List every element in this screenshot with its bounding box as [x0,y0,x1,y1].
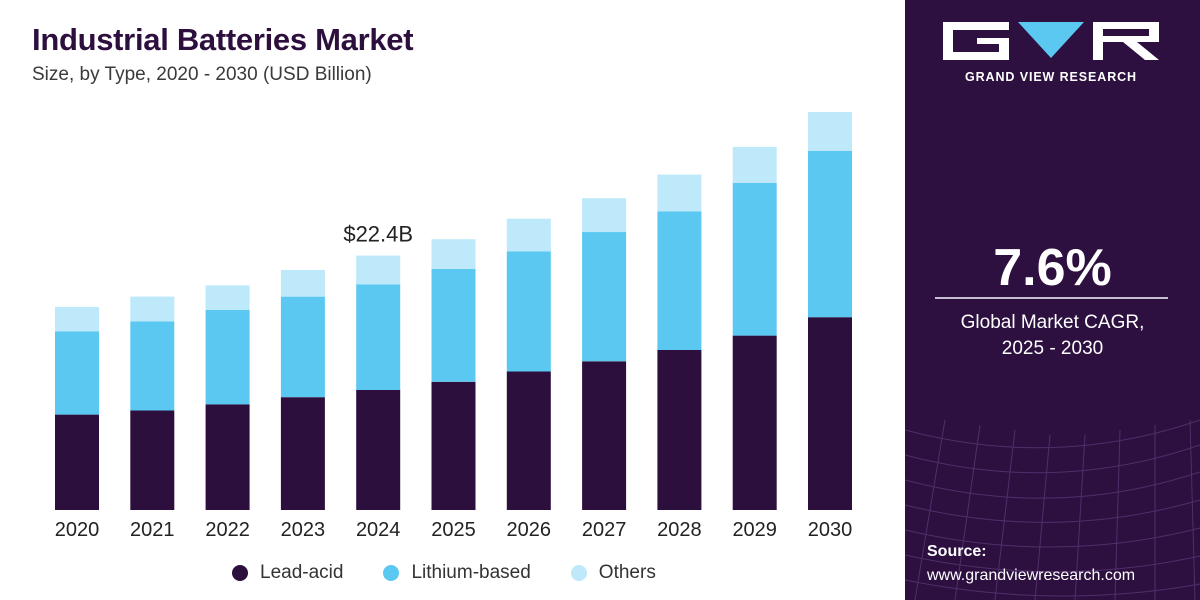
x-tick-label-2026: 2026 [507,519,552,541]
chart-subtitle: Size, by Type, 2020 - 2030 (USD Billion) [32,64,372,85]
bar-lithium-based-2027 [582,232,627,362]
bar-lead-acid-2023 [280,397,325,510]
bar-others-2024 [356,255,401,285]
bar-lithium-based-2024 [356,284,401,390]
x-tick-label-2024: 2024 [356,519,401,541]
bar-lithium-based-2021 [130,321,175,411]
bar-lead-acid-2027 [582,361,627,510]
x-tick-label-2030: 2030 [808,519,853,541]
logo-mark [943,22,1159,60]
bar-lead-acid-2022 [205,404,250,510]
cagr-value: 7.6% [993,239,1112,297]
bar-others-2021 [130,296,175,322]
source-label: Source: [927,543,987,560]
legend-swatch-lead-acid [232,565,248,581]
bar-others-2027 [582,198,627,233]
bar-others-2026 [506,218,551,252]
data-label-2024: $22.4B [343,222,413,247]
legend-swatch-lithium-based [383,565,400,581]
bar-lead-acid-2029 [732,335,777,510]
source-link[interactable]: www.grandviewresearch.com [927,567,1136,584]
logo-v-shape [1018,22,1084,58]
x-tick-label-2029: 2029 [732,519,777,541]
legend-label-lead-acid: Lead-acid [260,562,344,583]
bar-lithium-based-2026 [506,251,551,372]
x-tick-label-2022: 2022 [205,519,250,541]
chart-title: Industrial Batteries Market [32,22,414,57]
bar-lithium-based-2028 [657,211,702,350]
bar-lead-acid-2028 [657,350,702,510]
legend-item-lithium-based: Lithium-based [383,562,531,584]
bar-others-2025 [431,239,476,269]
logo-g-shape [943,22,1009,60]
x-tick-label-2025: 2025 [431,519,476,541]
bar-others-2022 [205,285,250,310]
bar-lead-acid-2025 [431,381,476,510]
x-tick-label-2028: 2028 [657,519,702,541]
bar-lead-acid-2026 [506,371,551,510]
bar-lithium-based-2025 [431,268,476,382]
bar-lithium-based-2030 [808,151,852,318]
bar-others-2023 [280,270,325,297]
bar-others-2029 [732,146,777,183]
legend-item-others: Others [570,562,656,584]
grid-background-decoration [905,419,1200,600]
chart-legend: Lead-acid Lithium-based Others [232,562,696,584]
legend-label-lithium-based: Lithium-based [411,562,531,583]
bar-lithium-based-2022 [205,310,250,405]
bar-lithium-based-2023 [280,296,325,398]
chart-panel: Industrial Batteries Market Size, by Typ… [32,22,853,584]
bar-lithium-based-2029 [732,182,777,336]
legend-swatch-others [570,565,587,581]
bar-chart: 2020 2021 2022 2023 2024 $22.4B 2025 2026 2027 20… [55,112,853,541]
x-tick-label-2027: 2027 [582,519,627,541]
logo-r-shape [1093,22,1159,60]
legend-item-lead-acid: Lead-acid [232,562,343,584]
brand-logo: GRAND VIEW RESEARCH [943,22,1165,84]
bar-lead-acid-2024 [356,390,401,510]
bar-others-2028 [657,174,702,212]
bar-others-2030 [808,112,852,151]
info-sidebar: GRAND VIEW RESEARCH 7.6% Global Market C… [905,0,1200,600]
x-tick-label-2021: 2021 [130,519,175,541]
x-tick-label-2023: 2023 [281,519,326,541]
bar-lead-acid-2030 [808,317,852,510]
bar-lithium-based-2020 [55,331,99,415]
legend-label-others: Others [598,562,656,583]
cagr-divider [935,297,1168,299]
bar-lead-acid-2021 [130,410,175,510]
bar-others-2020 [55,306,99,332]
x-tick-label-2020: 2020 [55,519,100,541]
cagr-label-line2: 2025 - 2030 [1001,338,1104,359]
brand-name: GRAND VIEW RESEARCH [965,70,1137,84]
cagr-label: Global Market CAGR, 2025 - 2030 [905,310,1200,362]
cagr-label-line1: Global Market CAGR, [960,312,1145,333]
bar-lead-acid-2020 [55,414,99,510]
